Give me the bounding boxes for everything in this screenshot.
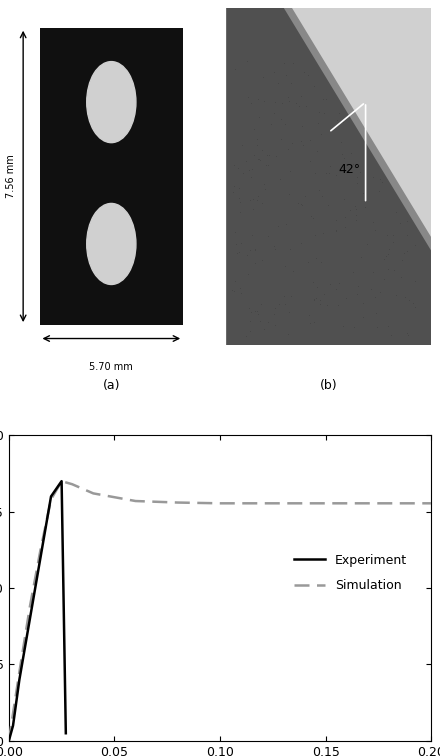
Experiment xyxy=(63,729,69,738)
Simulation xyxy=(27,602,33,611)
Circle shape xyxy=(87,61,136,143)
Line: Simulation: Simulation xyxy=(9,481,431,741)
Simulation xyxy=(344,499,349,508)
Text: (b): (b) xyxy=(320,379,337,392)
Simulation xyxy=(133,497,138,506)
Simulation xyxy=(281,499,286,508)
Experiment xyxy=(48,492,54,501)
Text: 42°: 42° xyxy=(338,163,360,176)
Simulation xyxy=(217,499,223,508)
Text: 7.56 mm: 7.56 mm xyxy=(6,154,16,198)
Experiment xyxy=(17,675,22,684)
Text: 5.70 mm: 5.70 mm xyxy=(89,362,133,372)
Text: (a): (a) xyxy=(103,379,120,392)
Line: Experiment: Experiment xyxy=(9,481,66,741)
Polygon shape xyxy=(288,8,431,244)
Simulation xyxy=(91,489,96,498)
Simulation xyxy=(17,668,22,677)
Polygon shape xyxy=(226,8,431,345)
Legend: Experiment, Simulation: Experiment, Simulation xyxy=(289,549,412,597)
Bar xyxy=(40,28,183,325)
Experiment xyxy=(11,721,16,730)
Simulation xyxy=(6,736,11,745)
Experiment xyxy=(38,553,43,562)
Simulation xyxy=(59,476,64,485)
Circle shape xyxy=(87,203,136,284)
Simulation xyxy=(429,499,434,508)
Simulation xyxy=(70,479,75,488)
Polygon shape xyxy=(283,8,431,251)
Simulation xyxy=(175,498,180,507)
Experiment xyxy=(27,614,33,623)
Simulation xyxy=(38,545,43,554)
Simulation xyxy=(48,495,54,504)
Experiment xyxy=(59,476,64,485)
Experiment xyxy=(6,736,11,745)
